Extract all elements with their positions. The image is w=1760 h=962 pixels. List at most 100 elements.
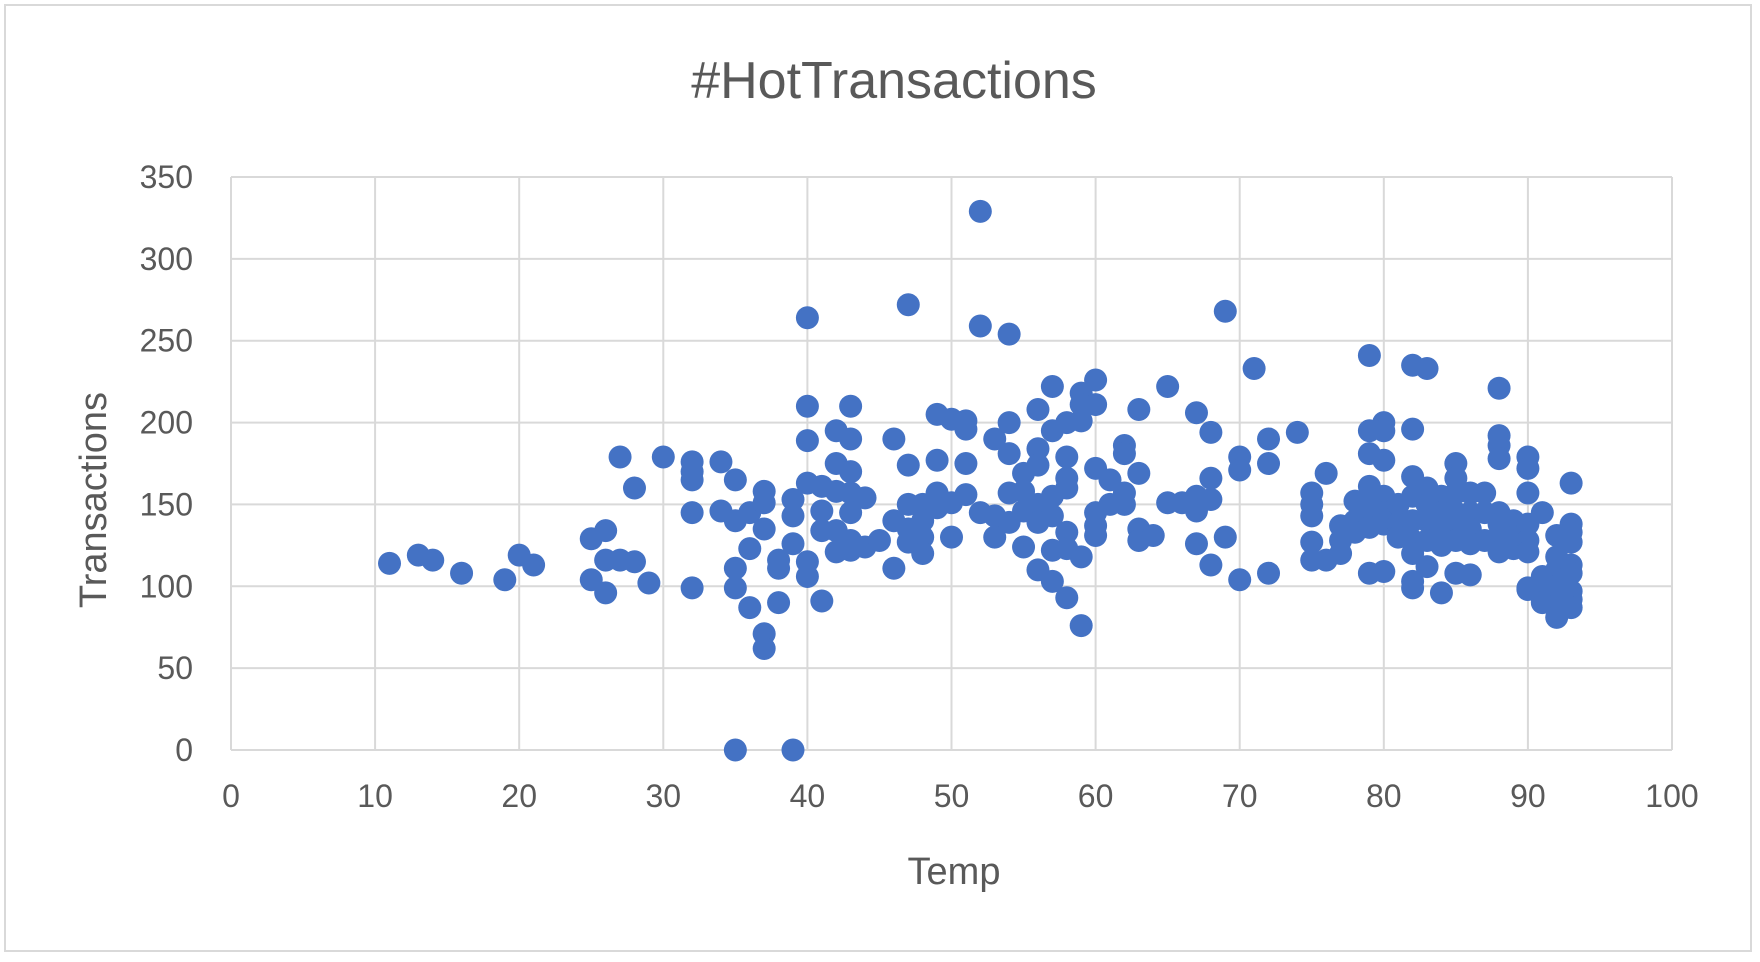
data-point — [680, 576, 704, 600]
data-point — [1487, 376, 1511, 400]
data-point — [997, 442, 1021, 466]
x-tick-label: 90 — [1510, 778, 1546, 814]
data-point — [781, 488, 805, 512]
data-point — [839, 501, 863, 525]
data-point — [1415, 555, 1439, 579]
data-point — [651, 445, 675, 469]
data-point — [1026, 397, 1050, 421]
data-point — [954, 417, 978, 441]
y-tick-labels: 0 50 100 150 200 250 300 350 — [140, 159, 193, 768]
data-point — [738, 596, 762, 620]
data-point — [1329, 542, 1353, 566]
chart-title: #HotTransactions — [691, 52, 1097, 110]
data-point — [1055, 520, 1079, 544]
data-point — [1257, 427, 1281, 451]
data-point — [1401, 576, 1425, 600]
data-point — [954, 452, 978, 475]
data-point — [723, 556, 747, 580]
data-point — [1156, 375, 1180, 399]
data-point — [911, 525, 935, 549]
data-point — [1473, 481, 1497, 505]
data-point — [1429, 581, 1453, 605]
data-point — [1516, 456, 1540, 480]
data-point — [767, 556, 791, 580]
data-point — [1127, 397, 1151, 421]
data-point — [1415, 357, 1439, 381]
data-point — [810, 589, 834, 613]
data-point — [594, 519, 618, 543]
data-point — [1084, 393, 1108, 417]
y-tick-label: 100 — [140, 568, 193, 604]
data-point — [896, 453, 920, 477]
data-point — [1084, 368, 1108, 392]
y-tick-label: 200 — [140, 405, 193, 441]
data-point — [781, 738, 805, 762]
data-point — [608, 445, 632, 469]
data-point — [1516, 540, 1540, 564]
data-point — [1040, 375, 1064, 399]
x-tick-labels: 0 10 20 30 40 50 60 70 80 90 100 — [222, 778, 1699, 814]
data-point — [752, 491, 776, 515]
data-point — [882, 556, 906, 580]
x-tick-label: 40 — [790, 778, 826, 814]
data-point — [882, 427, 906, 451]
data-point — [1112, 492, 1136, 516]
data-point — [1257, 561, 1281, 585]
data-point — [1184, 401, 1208, 425]
data-point — [839, 460, 863, 484]
data-point — [1559, 471, 1583, 495]
data-point — [1199, 466, 1223, 490]
data-point — [378, 551, 402, 575]
data-point — [1127, 461, 1151, 485]
data-point — [1300, 504, 1324, 528]
data-point — [680, 468, 704, 492]
x-axis-label: Temp — [908, 851, 1001, 893]
data-point — [1112, 442, 1136, 466]
x-tick-label: 30 — [646, 778, 682, 814]
data-point — [1213, 525, 1237, 549]
data-point — [450, 561, 474, 585]
data-point — [421, 548, 445, 572]
data-point — [1069, 409, 1093, 433]
data-point — [954, 483, 978, 507]
data-point — [1458, 563, 1482, 587]
data-point — [1530, 501, 1554, 525]
data-point — [1559, 561, 1583, 585]
x-tick-label: 70 — [1222, 778, 1258, 814]
data-point — [622, 476, 646, 500]
data-point — [709, 450, 733, 474]
data-point — [752, 517, 776, 541]
data-point — [1242, 357, 1266, 381]
data-point — [997, 322, 1021, 346]
data-point — [1314, 461, 1338, 485]
data-point — [723, 468, 747, 492]
data-point — [1228, 458, 1252, 482]
data-point — [752, 636, 776, 660]
data-point — [795, 564, 819, 588]
data-point — [522, 553, 546, 577]
data-point — [1257, 452, 1281, 475]
data-point — [1040, 504, 1064, 528]
data-point — [1026, 437, 1050, 461]
data-point — [968, 199, 992, 223]
x-tick-label: 80 — [1366, 778, 1402, 814]
data-point — [1372, 560, 1396, 584]
data-point — [1199, 420, 1223, 444]
data-point — [1559, 530, 1583, 554]
data-point — [795, 429, 819, 453]
data-point — [896, 293, 920, 317]
data-point — [839, 394, 863, 418]
x-tick-label: 60 — [1078, 778, 1114, 814]
data-points — [378, 199, 1583, 762]
data-point — [1055, 476, 1079, 500]
data-point — [738, 537, 762, 561]
data-point — [1300, 530, 1324, 554]
y-tick-label: 350 — [140, 159, 193, 195]
data-point — [1213, 299, 1237, 323]
data-point — [867, 528, 891, 552]
data-point — [997, 411, 1021, 435]
data-point — [983, 525, 1007, 549]
data-point — [1040, 569, 1064, 593]
x-tick-label: 10 — [357, 778, 393, 814]
